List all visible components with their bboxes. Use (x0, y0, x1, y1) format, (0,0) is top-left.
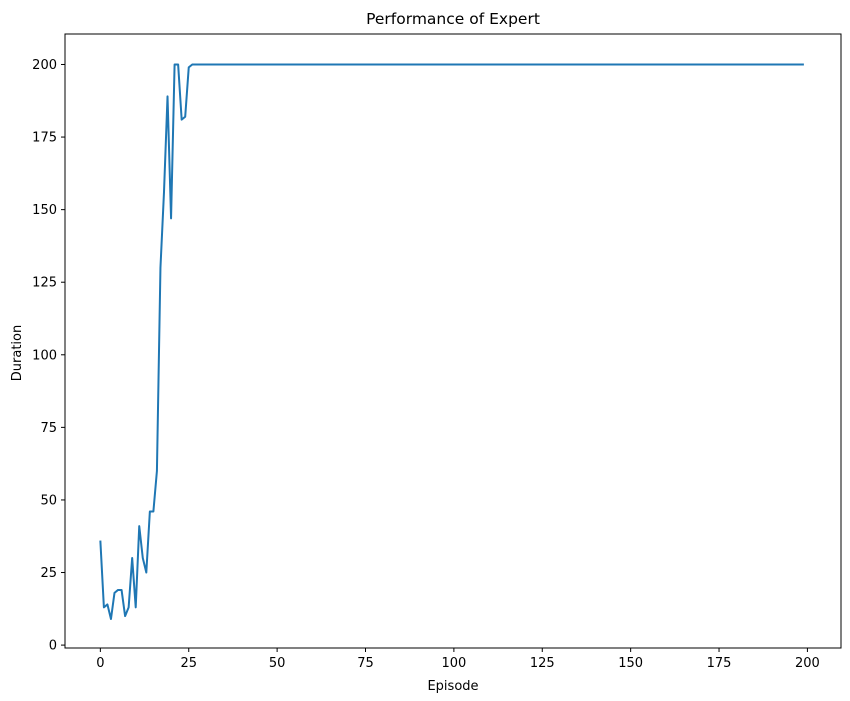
x-tick-label: 150 (618, 656, 643, 671)
x-axis-label: Episode (427, 679, 478, 694)
plot-area: 0 25 50 75 100 125 150 175 200 0 25 50 75 100 125 150 1… (32, 33, 842, 671)
axes-frame (64, 33, 842, 649)
y-axis-label: Duration (10, 325, 25, 381)
x-tick-label: 25 (180, 656, 197, 671)
series-line (99, 63, 804, 620)
x-tick-label: 175 (707, 656, 732, 671)
y-tick-label: 50 (40, 493, 57, 508)
y-tick-label: 0 (49, 639, 57, 654)
y-tick-label: 150 (32, 203, 57, 218)
y-axis-ticks: 0 25 50 75 100 125 150 175 200 (32, 58, 65, 654)
x-tick-label: 50 (269, 656, 286, 671)
y-tick-label: 100 (32, 348, 57, 363)
x-axis-ticks: 0 25 50 75 100 125 150 175 200 (96, 648, 820, 671)
y-tick-label: 175 (32, 131, 57, 146)
x-tick-label: 100 (441, 656, 466, 671)
x-tick-label: 75 (357, 656, 374, 671)
y-tick-label: 200 (32, 58, 57, 73)
y-tick-label: 125 (32, 276, 57, 291)
y-tick-label: 25 (40, 566, 57, 581)
chart-title: Performance of Expert (366, 10, 540, 28)
x-tick-label: 200 (795, 656, 820, 671)
x-tick-label: 125 (530, 656, 555, 671)
y-tick-label: 75 (40, 421, 57, 436)
x-tick-label: 0 (96, 656, 104, 671)
